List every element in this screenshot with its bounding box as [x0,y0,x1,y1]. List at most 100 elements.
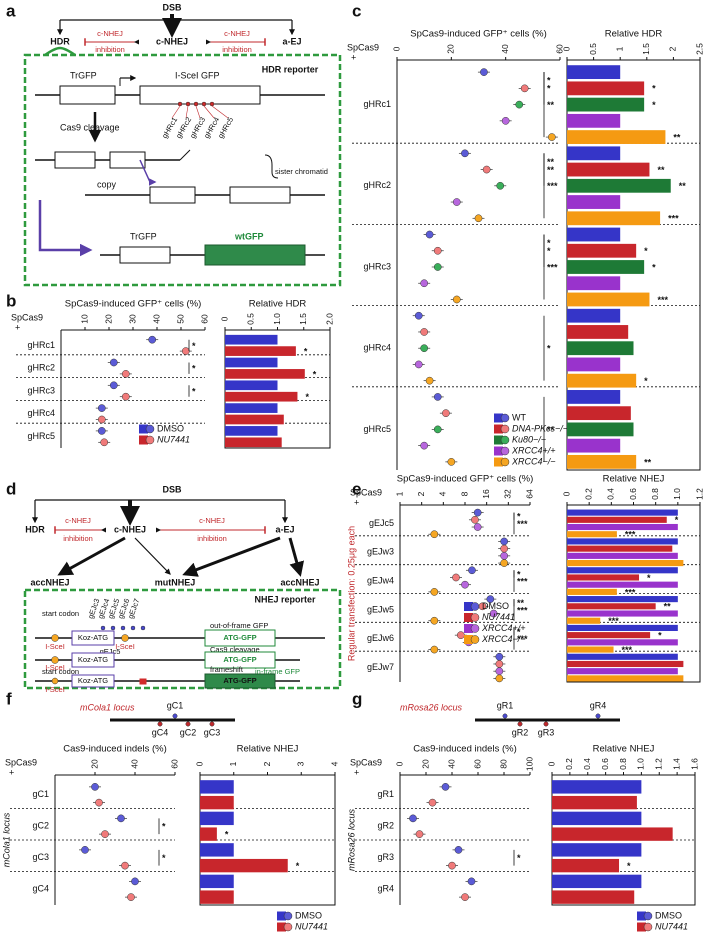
label: DSB [162,484,182,494]
label: ATG-GFP [223,676,256,685]
label: start codon [42,609,79,618]
label: * [547,76,551,86]
bar [567,390,621,404]
connector [211,105,229,119]
dot [515,100,524,109]
label: *** [547,262,558,272]
dot [97,427,106,435]
label: + [351,52,356,62]
x-tick-label: 40 [151,314,161,324]
bar [567,574,640,581]
bar [552,858,620,873]
legend-swatch [464,635,473,644]
bar [567,454,637,469]
label: ** [547,100,555,110]
bar [567,243,637,258]
bar [567,341,634,356]
bar [225,346,296,356]
gene-box [229,186,291,204]
legend-label: DMSO [655,910,682,920]
isce-site [51,634,59,642]
dot [81,846,89,854]
label: ** [664,602,672,612]
dot [420,344,429,353]
x-tick-label: 4 [329,761,339,766]
chart-title: Relative HDR [605,29,663,40]
label: * [547,246,551,256]
dot [425,230,434,239]
label: * [296,861,300,871]
bar [567,65,621,80]
x-tick-label: 20 [420,759,430,769]
cut-site [201,101,207,107]
label: I-SceI [115,642,135,651]
label: start codon [42,667,79,676]
legend-swatch [470,624,480,633]
label: *** [608,616,619,626]
label: + [354,497,359,507]
label: * [652,84,656,94]
cut-site [130,625,136,631]
label: *** [625,530,636,540]
connector [203,105,215,119]
chart-title: SpCas9-induced GFP⁺ cells (%) [397,474,533,485]
x-tick-label: 1 [394,491,404,496]
label: gC4 [152,727,169,737]
label: SpCas9 [347,42,379,52]
legend-label: NU7441 [655,921,688,931]
category-label: gR4 [377,884,394,894]
legend-swatch [464,613,473,622]
bar [567,552,678,559]
label: *** [625,587,636,597]
guide-site [209,721,215,727]
legend-swatch [464,624,473,633]
dot [414,360,423,369]
bar [567,113,621,128]
label: * [652,262,656,272]
bar [567,624,678,632]
category-label: gC3 [32,852,49,862]
legend-label: XRCC4+/+ [481,623,526,633]
bar [567,292,650,307]
x-tick-label: 1.5 [298,313,308,325]
label: e [352,479,361,498]
label: accNHEJ [280,577,319,587]
label: * [644,246,648,256]
label: DSB [162,2,182,12]
x-tick-label: 0 [219,316,229,321]
x-tick-label: 1 [614,46,624,51]
bar [567,357,621,372]
y-axis-title: mCola1 locus [1,812,11,867]
bar [567,653,678,660]
dot [501,116,510,125]
bar [552,811,642,826]
dot [496,181,505,190]
bar [225,403,278,413]
category-label: gC1 [32,789,49,799]
label: * [304,346,308,356]
bar [567,97,645,112]
label: * [547,344,551,354]
chart-title: Relative NHEJ [237,744,299,755]
x-tick-label: 0.8 [618,758,628,770]
legend-swatch [494,413,503,423]
dot [500,537,509,546]
connector [185,105,189,119]
label: a-EJ [275,524,294,534]
gfp-box [204,673,276,689]
bar [552,795,637,810]
label: NHEJ reporter [254,594,316,604]
dot [442,409,450,418]
dot [97,415,106,424]
legend-label: DMSO [295,910,322,920]
dot [447,458,456,466]
label: * [547,238,551,248]
label: I-SceI [45,642,65,651]
label: inhibition [95,45,125,54]
label: c-NHEJ [114,524,146,534]
gene-box [119,246,171,264]
dot [148,335,157,344]
label: HDR reporter [262,64,319,74]
label: ** [517,598,525,608]
category-label: gHRc5 [363,424,391,434]
